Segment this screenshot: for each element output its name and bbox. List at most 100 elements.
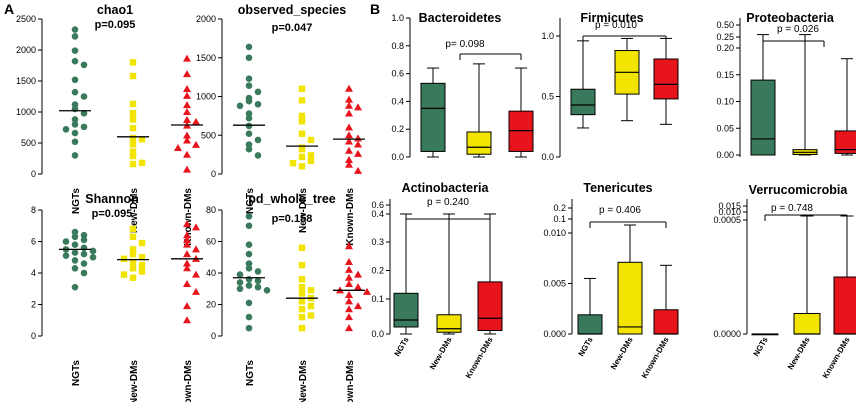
y-tick-label: 0.10 [716, 97, 734, 107]
box [420, 82, 446, 152]
data-point [298, 153, 306, 161]
data-point [345, 84, 353, 92]
data-point [354, 302, 362, 310]
data-point [298, 130, 306, 137]
chart-tenericutes: Tenericutes p = 0.406 0.000 0.005 0.010 0.1… [543, 181, 679, 380]
chart-bacteroidetes: Bacteroidetes p= 0.098 0.0 0.2 0.4 0.6 0.8 1.… [391, 11, 534, 162]
data-point [71, 249, 79, 256]
data-point [183, 136, 191, 144]
data-point [129, 116, 137, 123]
data-point [89, 253, 97, 261]
data-point [71, 47, 79, 54]
data-point [129, 148, 137, 155]
box [793, 312, 821, 335]
y-tick-label: 0.0 [371, 329, 384, 339]
data-point [345, 297, 353, 305]
category-label: NGTs [245, 188, 256, 214]
data-point [62, 126, 70, 133]
data-point [236, 285, 244, 293]
data-point [345, 257, 353, 265]
data-point [254, 268, 262, 275]
data-point [138, 261, 146, 269]
chart-title: Shannon [85, 192, 138, 206]
chart-firmicutes: Firmicutes p = 0.010 0.0 0.5 1.0 [541, 11, 679, 162]
data-point [298, 146, 306, 153]
category-label: New-DMs [609, 335, 635, 371]
p-value: p = 0.748 [771, 203, 813, 214]
category-label: Known-DMs [183, 360, 194, 402]
data-point [236, 102, 244, 110]
box [436, 314, 462, 333]
data-point [80, 244, 88, 252]
chart-observed-species: observed_species p=0.047 0 500 1000 1500 200… [196, 3, 365, 246]
data-point [345, 313, 353, 321]
chart-title: Tenericutes [583, 181, 652, 195]
data-point [245, 222, 253, 230]
chart-chao1: chao1 p=0.095 0 500 1000 1500 2000 2500 NGTs Ne… [16, 3, 203, 246]
y-tick-label: 1500 [16, 76, 36, 86]
data-point [71, 26, 79, 33]
data-point [183, 108, 191, 115]
data-point [129, 141, 137, 148]
box [508, 110, 534, 152]
data-point [183, 101, 191, 109]
data-point [345, 101, 353, 109]
data-point [192, 140, 200, 148]
data-point [192, 117, 200, 125]
data-point [129, 160, 137, 168]
y-tick-label: 0.015 [718, 201, 741, 211]
y-tick-label: 0.50 [716, 20, 734, 30]
data-point [71, 116, 79, 123]
data-point [307, 157, 315, 165]
data-point [298, 306, 306, 313]
data-point [129, 258, 137, 266]
y-tick-label: 0 [31, 331, 36, 341]
data-point [298, 118, 306, 125]
data-point [345, 273, 353, 281]
data-point [183, 280, 191, 288]
category-label: Known-DMs [464, 335, 495, 380]
p-value: p=0.047 [272, 22, 313, 34]
data-point [254, 277, 262, 285]
data-point [345, 280, 353, 288]
data-point [120, 271, 128, 278]
data-point [298, 112, 306, 120]
data-point [298, 163, 306, 170]
y-tick-label: 8 [31, 205, 36, 215]
category-label: NGTs [71, 188, 82, 214]
data-point [307, 302, 315, 310]
y-tick-label: 1.0 [391, 13, 404, 23]
data-point [245, 54, 253, 62]
box [570, 88, 596, 116]
y-tick-label: 2000 [196, 14, 216, 24]
panel-label-b: B [370, 1, 380, 17]
y-tick-label: 0.2 [391, 124, 404, 134]
category-label: Known-DMs [640, 335, 671, 380]
category-label: NGTs [245, 360, 256, 386]
data-point [183, 240, 191, 248]
y-tick-label: 0.1 [371, 294, 384, 304]
category-label: New-DMs [428, 335, 454, 371]
data-point [62, 238, 70, 245]
y-tick-label: 0.6 [371, 200, 384, 210]
data-point [71, 233, 79, 241]
data-point [254, 152, 262, 159]
data-point [129, 233, 137, 240]
data-point [345, 242, 353, 250]
p-value: p = 0.240 [427, 197, 469, 208]
data-point [345, 156, 353, 164]
data-point [354, 166, 362, 174]
data-point [245, 145, 253, 153]
y-tick-label: 0.4 [371, 209, 384, 219]
data-point [354, 134, 362, 142]
data-point [71, 121, 79, 128]
y-tick-label: 0.000 [543, 329, 566, 339]
category-label: New-DMs [298, 188, 309, 233]
data-point [192, 223, 200, 231]
data-point [192, 287, 200, 295]
data-point [298, 85, 306, 92]
data-point [129, 110, 137, 117]
data-point [245, 282, 253, 289]
data-point [254, 88, 262, 96]
box [750, 79, 776, 156]
